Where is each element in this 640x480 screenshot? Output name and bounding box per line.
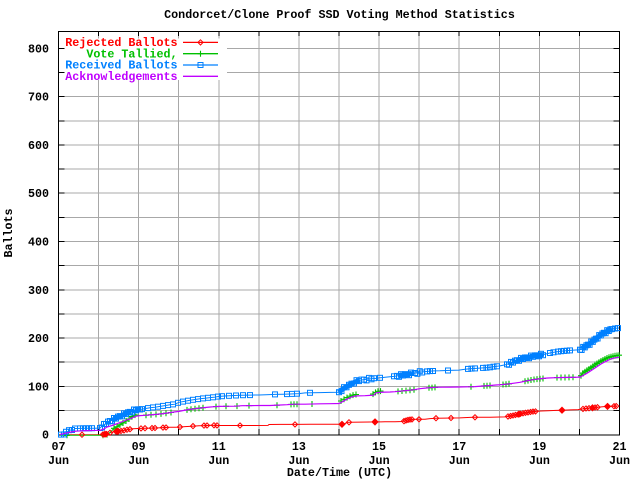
svg-text:Jun: Jun xyxy=(449,454,470,468)
svg-text:400: 400 xyxy=(28,236,49,250)
svg-text:Date/Time (UTC): Date/Time (UTC) xyxy=(287,466,392,480)
svg-text:Condorcet/Clone Proof SSD Voti: Condorcet/Clone Proof SSD Voting Method … xyxy=(164,8,515,22)
svg-text:Ballots: Ballots xyxy=(2,208,16,257)
svg-text:19: 19 xyxy=(532,440,546,454)
svg-text:700: 700 xyxy=(28,91,49,105)
svg-text:Acknowledgements: Acknowledgements xyxy=(65,70,177,84)
svg-text:500: 500 xyxy=(28,187,49,201)
svg-text:Jun: Jun xyxy=(369,454,390,468)
svg-text:21: 21 xyxy=(612,440,626,454)
svg-text:Jun: Jun xyxy=(529,454,550,468)
svg-text:09: 09 xyxy=(132,440,146,454)
svg-text:Vote Tallied,: Vote Tallied, xyxy=(86,47,177,61)
svg-text:13: 13 xyxy=(292,440,306,454)
svg-text:Jun: Jun xyxy=(48,454,69,468)
svg-text:15: 15 xyxy=(372,440,386,454)
svg-text:Received Ballots: Received Ballots xyxy=(65,59,177,73)
svg-text:600: 600 xyxy=(28,139,49,153)
svg-text:200: 200 xyxy=(28,332,49,346)
svg-text:800: 800 xyxy=(28,42,49,56)
svg-text:Jun: Jun xyxy=(288,454,309,468)
svg-text:300: 300 xyxy=(28,284,49,298)
svg-text:Jun: Jun xyxy=(208,454,229,468)
svg-text:Rejected Ballots: Rejected Ballots xyxy=(65,36,177,50)
svg-text:17: 17 xyxy=(452,440,466,454)
svg-text:Jun: Jun xyxy=(128,454,149,468)
svg-text:100: 100 xyxy=(28,380,49,394)
svg-text:Jun: Jun xyxy=(609,454,630,468)
svg-text:07: 07 xyxy=(51,440,65,454)
svg-text:11: 11 xyxy=(212,440,226,454)
svg-text:0: 0 xyxy=(42,429,49,443)
